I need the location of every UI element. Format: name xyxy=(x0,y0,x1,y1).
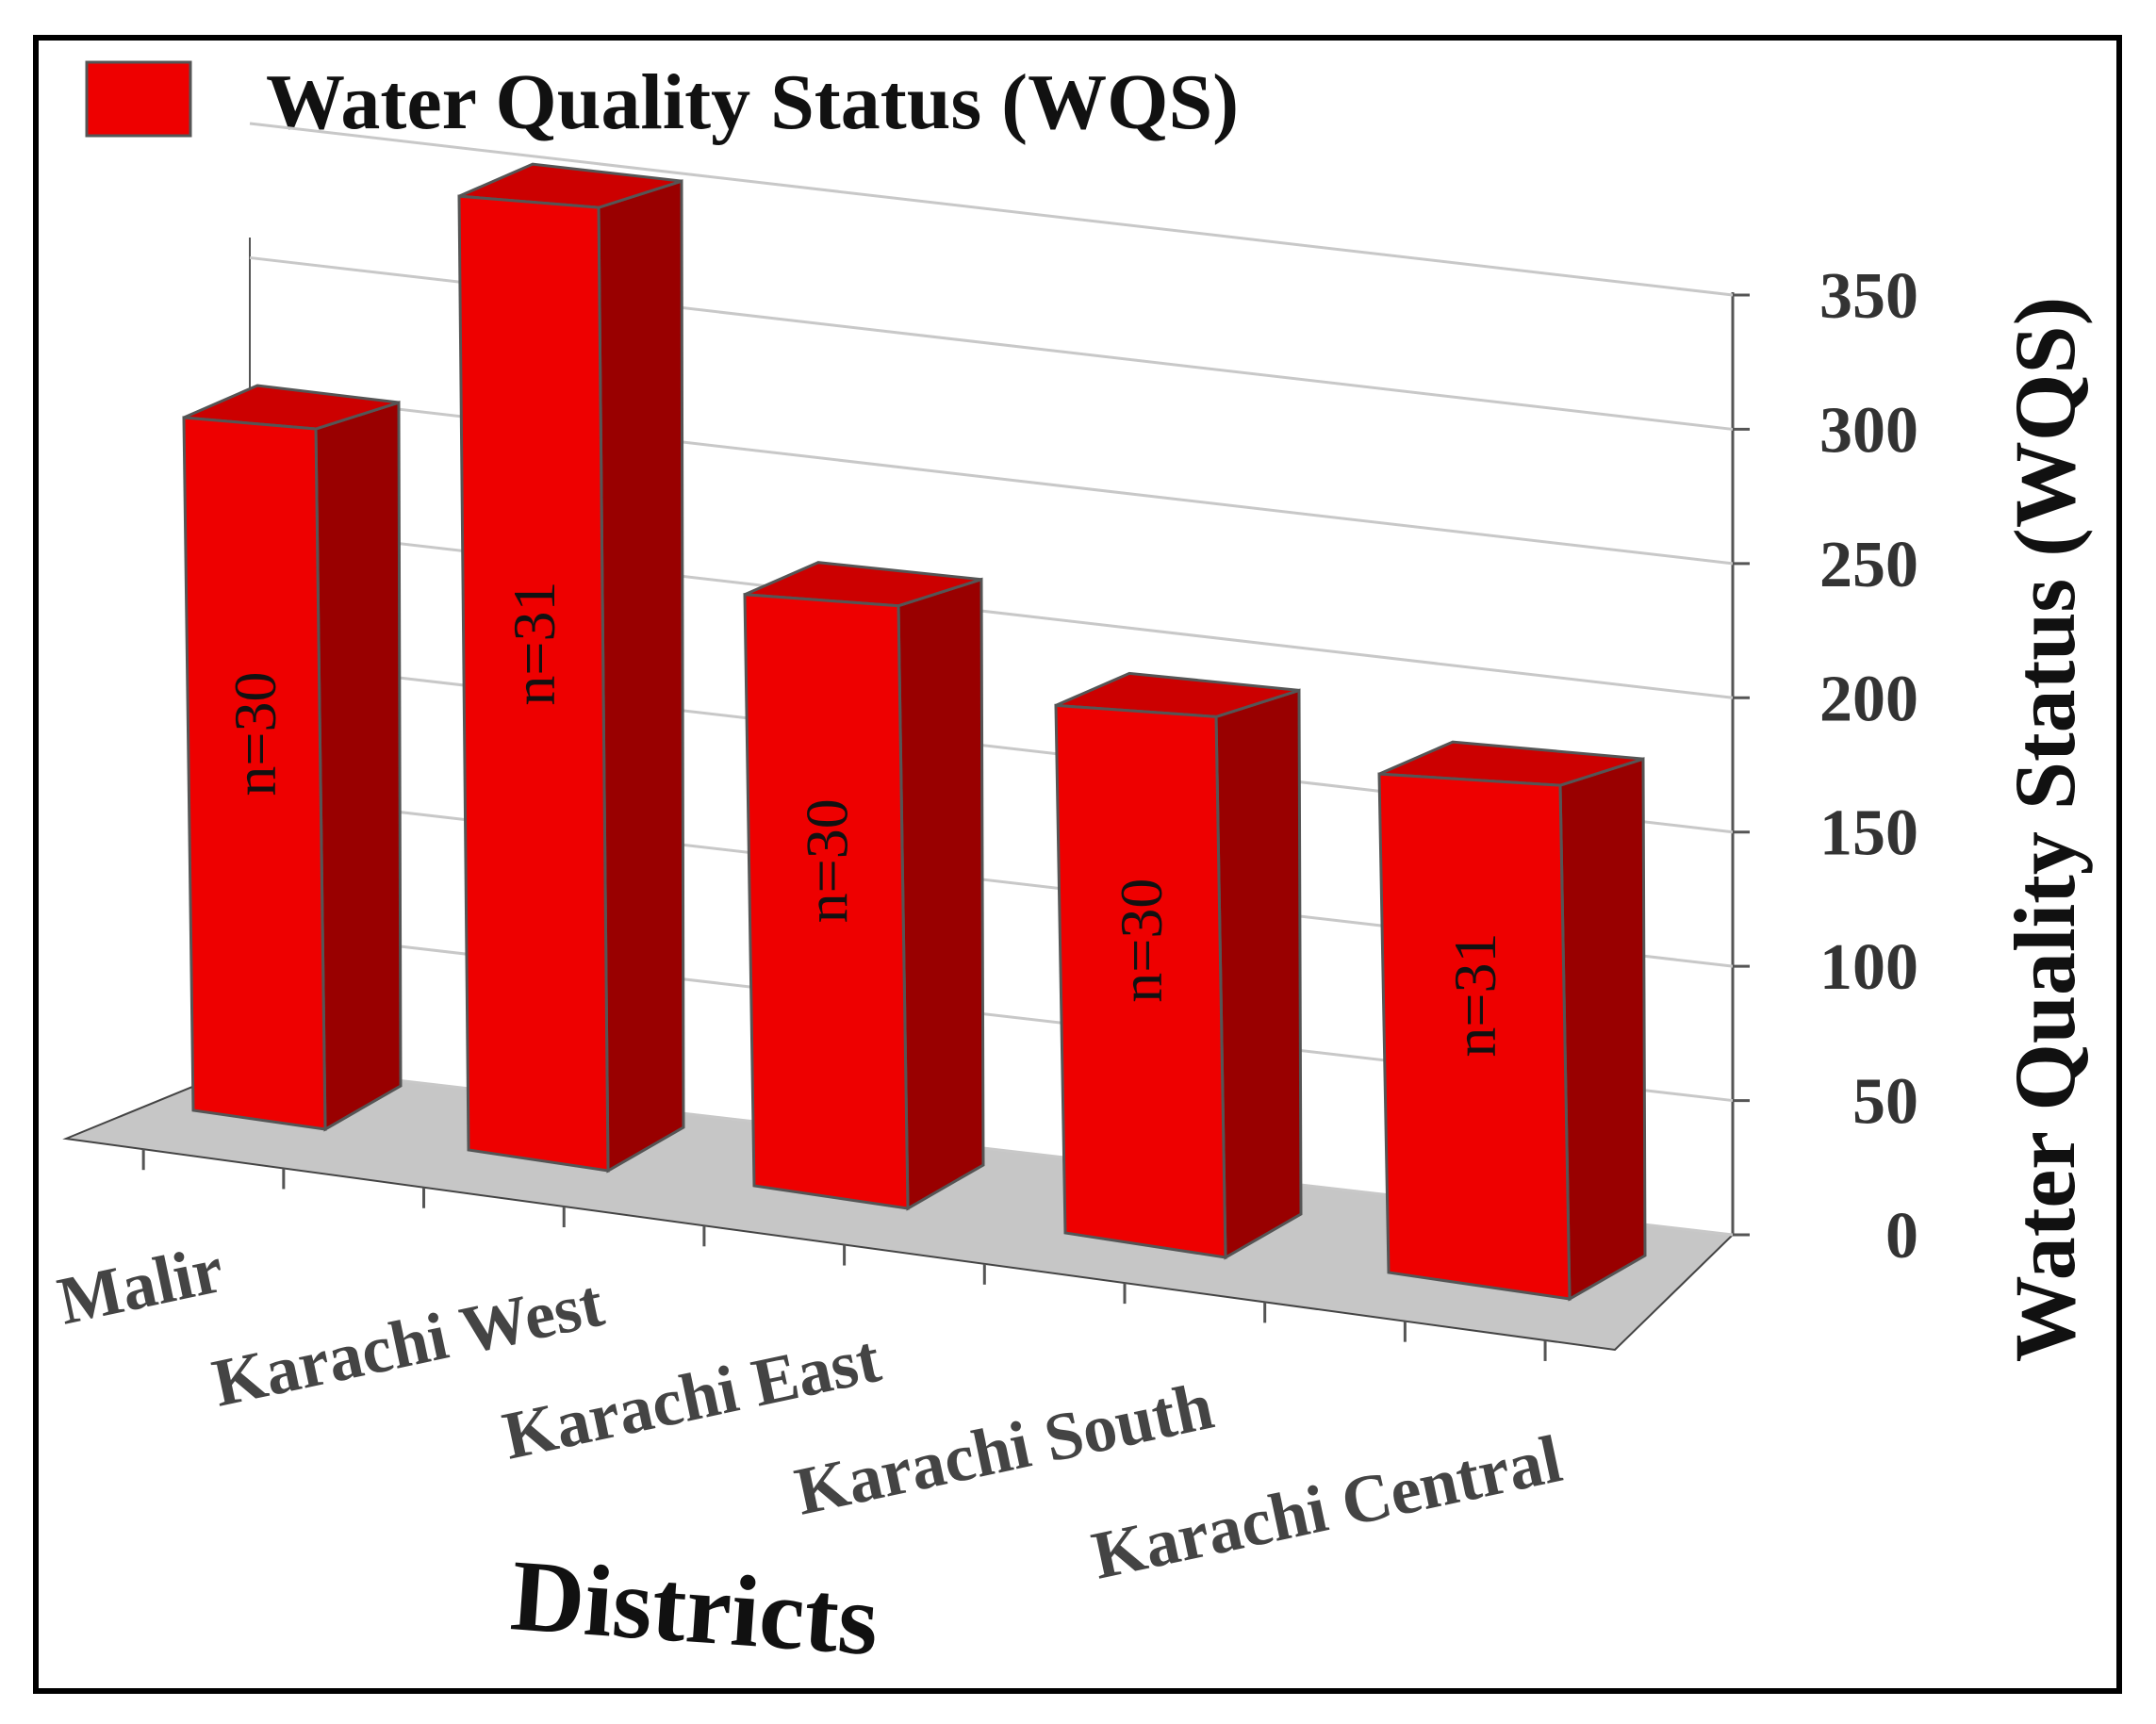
y-axis-title: Water Quality Status (WQS) xyxy=(1997,297,2093,1362)
bar-group: n=30 xyxy=(743,561,985,1211)
x-axis-title: Districts xyxy=(507,1539,881,1677)
legend-label: Water Quality Status (WQS) xyxy=(266,58,1239,146)
bars: n=30 n=31 n=30 n=30 n=31 xyxy=(182,162,1647,1302)
y-tick-label: 100 xyxy=(1819,931,1918,1004)
bar-side xyxy=(1558,757,1647,1302)
legend: Water Quality Status (WQS) xyxy=(85,58,1239,146)
x-axis-ticks xyxy=(141,1149,1547,1361)
bar-side xyxy=(1214,688,1303,1260)
y-tick-label: 350 xyxy=(1819,260,1918,333)
bar-group: n=31 xyxy=(457,162,685,1174)
y-tick-label: 300 xyxy=(1819,394,1918,467)
y-tick-label: 250 xyxy=(1819,529,1918,601)
bar-sample-label: n=31 xyxy=(501,582,568,706)
bar-sample-label: n=30 xyxy=(794,798,861,923)
bar-sample-label: n=30 xyxy=(1108,878,1175,1003)
bar xyxy=(182,416,327,1131)
y-tick-label: 150 xyxy=(1819,797,1918,870)
bar-group: n=30 xyxy=(182,384,403,1132)
bar xyxy=(457,194,610,1173)
bar-side xyxy=(897,577,985,1211)
bar-group: n=30 xyxy=(1054,671,1303,1260)
bar-sample-label: n=31 xyxy=(1441,933,1508,1058)
y-tick-label: 0 xyxy=(1885,1200,1918,1272)
y-tick-label: 50 xyxy=(1852,1066,1918,1139)
bar-group: n=31 xyxy=(1377,740,1647,1302)
bar xyxy=(1054,703,1227,1259)
bar-sample-label: n=30 xyxy=(222,671,288,796)
gridline xyxy=(249,122,1734,297)
bar-side xyxy=(314,400,403,1132)
y-axis-ticks: 0 50 100 150 200 250 300 350 xyxy=(1733,260,1918,1272)
bar xyxy=(1377,772,1572,1301)
bar xyxy=(743,593,910,1210)
legend-swatch xyxy=(85,60,192,138)
y-tick-label: 200 xyxy=(1819,663,1918,735)
bar-side xyxy=(597,179,685,1174)
